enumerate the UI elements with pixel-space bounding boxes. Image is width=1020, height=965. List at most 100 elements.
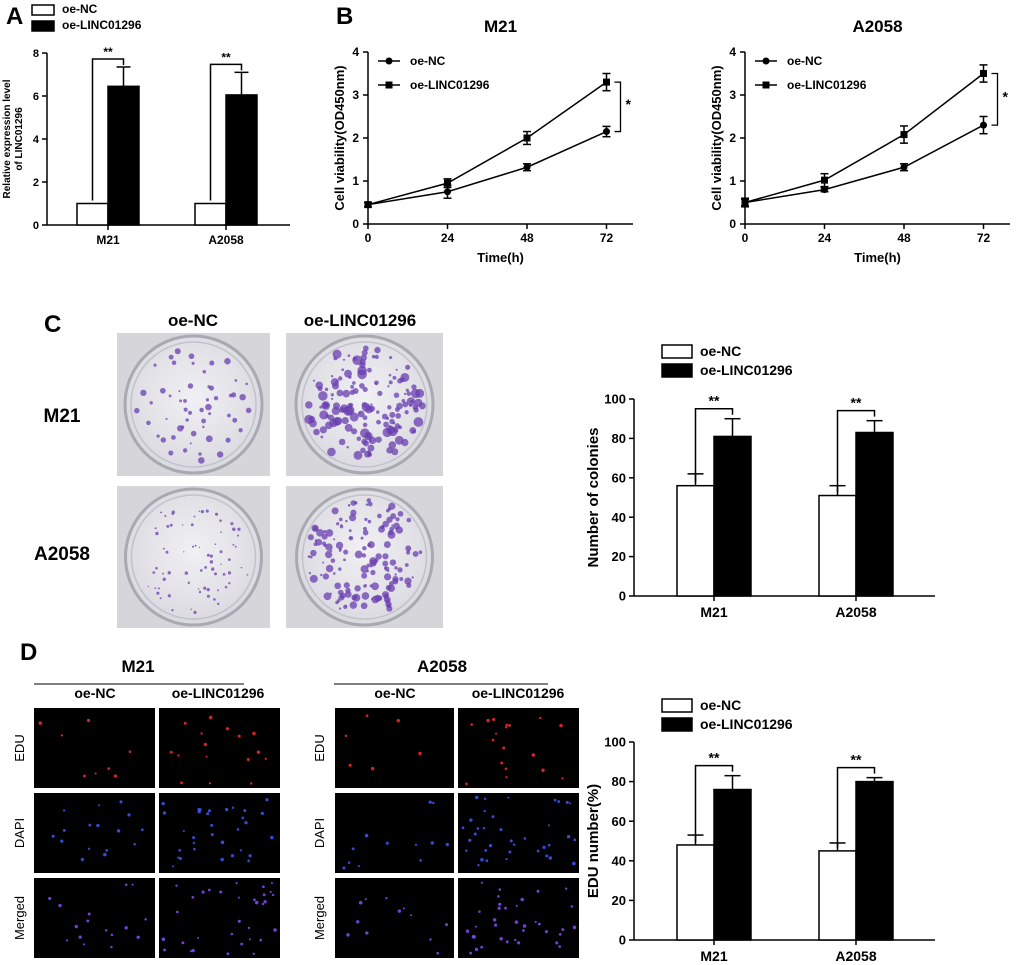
panel-c-bar-chart: 0 20 40 60 80 100 Number of colonies M21 ** A2058…	[585, 343, 935, 620]
y-tick-label: 100	[604, 735, 626, 750]
series-line	[367, 81, 607, 206]
legend-label: oe-NC	[700, 343, 741, 359]
colony-dot	[338, 376, 343, 381]
cell-dot	[358, 900, 363, 905]
fluorescence-image	[335, 708, 454, 788]
y-tick-label: 6	[33, 91, 39, 103]
cell-dot	[262, 893, 266, 897]
colony-dot	[374, 380, 379, 386]
cell-dot	[197, 809, 201, 814]
colony-dot	[361, 401, 368, 408]
cell-dot	[470, 723, 474, 726]
panel-d-row-label: Merged	[312, 896, 327, 940]
colony-dot	[392, 375, 397, 380]
fluorescence-background	[159, 793, 280, 873]
colony-dot	[209, 560, 214, 564]
cell-dot	[253, 898, 256, 902]
y-tick-label: 8	[33, 48, 39, 60]
colony-dot	[350, 500, 357, 506]
y-axis-label: Cell viability(OD450nm)	[709, 65, 724, 210]
cell-dot	[58, 903, 62, 908]
cell-dot	[522, 924, 527, 928]
panel-c-row-m21: M21	[44, 406, 81, 427]
cell-dot	[547, 843, 551, 847]
cell-dot	[515, 904, 518, 907]
colony-dot	[369, 439, 372, 442]
cell-dot	[107, 767, 111, 770]
colony-dot	[322, 402, 329, 409]
bar	[194, 202, 227, 226]
colony-dot	[385, 416, 390, 420]
y-axis-label: EDU number(%)	[585, 784, 602, 898]
cell-dot	[520, 897, 524, 902]
fluorescence-image	[159, 793, 280, 873]
legend-swatch	[31, 4, 55, 16]
colony-dot	[383, 541, 391, 549]
colony-dot	[357, 365, 367, 376]
cell-dot	[561, 928, 565, 931]
colony-plate-image	[117, 333, 270, 476]
y-tick-label: 20	[612, 893, 626, 908]
data-point	[900, 131, 908, 139]
colony-dot	[216, 451, 224, 458]
colony-dot	[181, 425, 185, 429]
legend-marker	[385, 81, 393, 89]
colony-dot	[332, 572, 336, 575]
colony-dot	[352, 381, 356, 385]
cell-dot	[237, 919, 241, 923]
colony-dot	[184, 571, 189, 575]
y-tick-label: 0	[352, 217, 359, 231]
legend-label: oe-NC	[700, 697, 741, 713]
legend-swatch	[661, 698, 693, 713]
colony-dot	[387, 405, 392, 410]
cell-dot	[237, 734, 241, 738]
colony-dot	[404, 410, 409, 415]
cell-dot	[247, 926, 251, 930]
colony-dot	[232, 417, 238, 423]
cell-dot	[419, 859, 422, 862]
y-tick-label: 2	[33, 177, 39, 189]
cell-dot	[548, 856, 553, 860]
colony-dot	[370, 569, 376, 576]
colony-dot	[179, 399, 183, 403]
colony-dot	[245, 382, 248, 386]
colony-dot	[157, 587, 160, 590]
cell-dot	[523, 837, 527, 840]
colony-dot	[209, 554, 214, 558]
colony-dot	[205, 509, 209, 513]
cell-dot	[203, 742, 208, 747]
colony-dot	[363, 526, 367, 531]
significance-bracket	[836, 766, 876, 848]
cell-dot	[346, 933, 350, 937]
colony-dot	[394, 435, 404, 445]
cell-dot	[488, 844, 493, 848]
plate-rim	[301, 494, 428, 620]
colony-dot	[395, 368, 398, 371]
colony-dot	[165, 550, 169, 554]
cell-dot	[497, 895, 500, 898]
panel-d-m21-col-oe-linc: oe-LINC01296	[172, 685, 265, 701]
colony-dot	[190, 430, 197, 437]
cell-dot	[465, 782, 468, 786]
cell-dot	[504, 906, 507, 910]
colony-dot	[360, 536, 364, 540]
significance-label: **	[851, 752, 862, 768]
cell-dot	[471, 935, 476, 939]
cell-dot	[133, 843, 136, 846]
panel-label-c: C	[44, 311, 61, 338]
cell-dot	[473, 832, 477, 836]
cell-dot	[161, 937, 166, 942]
legend-label: oe-LINC01296	[787, 78, 867, 92]
cell-dot	[144, 918, 147, 921]
colony-dot	[339, 524, 344, 529]
data-point	[364, 201, 372, 209]
legend-swatch	[661, 344, 693, 359]
colony-dot	[160, 437, 166, 443]
colony-dot	[149, 401, 153, 405]
cell-dot	[193, 847, 196, 851]
colony-dot	[338, 607, 342, 610]
colony-dot	[383, 421, 389, 428]
cell-dot	[504, 767, 508, 771]
y-tick-label: 4	[33, 134, 40, 146]
colony-dot	[171, 435, 176, 440]
